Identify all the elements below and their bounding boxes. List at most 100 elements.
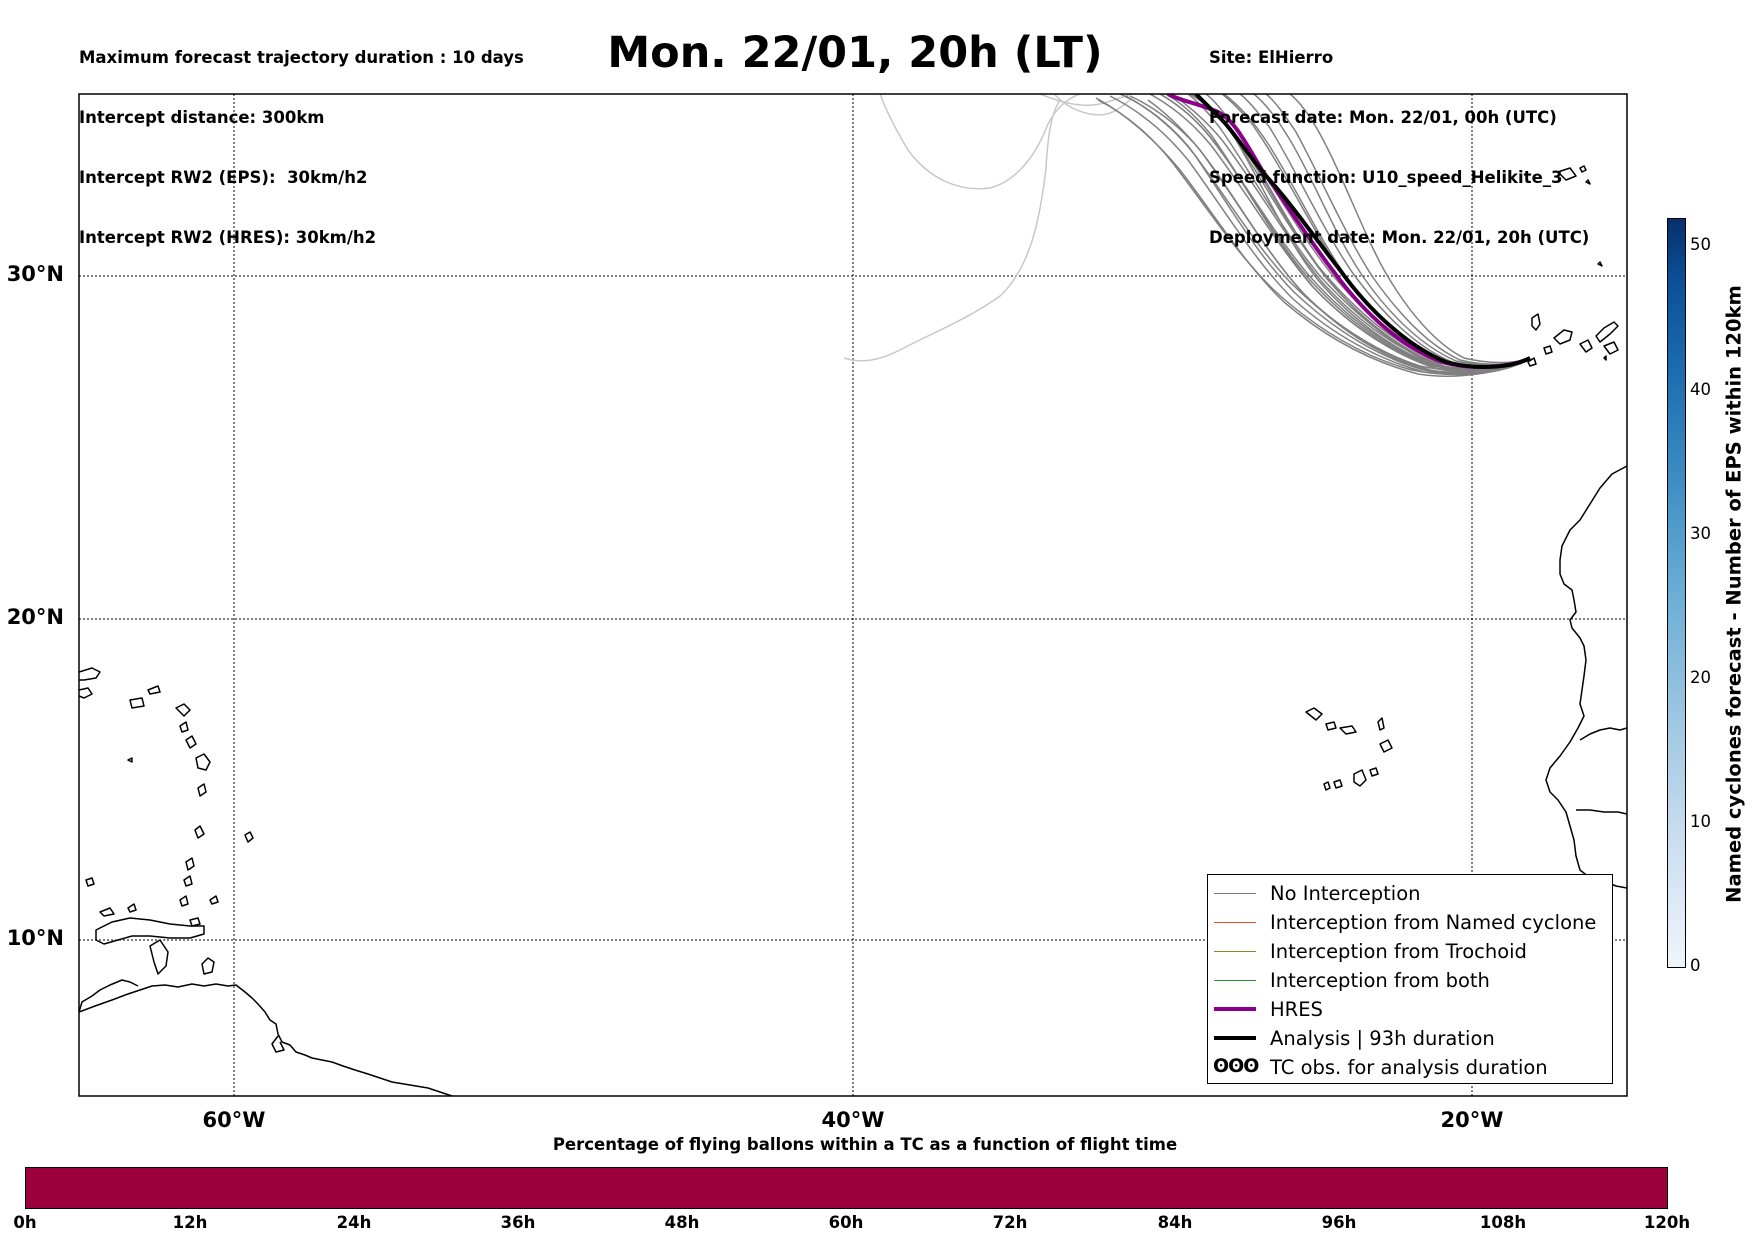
island-sao-nicolau	[1339, 725, 1357, 735]
island-virgin	[147, 685, 161, 695]
page-title: Mon. 22/01, 20h (LT)	[607, 28, 1103, 78]
island-st-vincent	[183, 875, 193, 887]
island-gomera	[1543, 345, 1553, 355]
map-frame	[78, 93, 1628, 1097]
island-martinique	[194, 825, 205, 839]
eps-trajectories	[1095, 94, 1531, 377]
flight-time-tick: 108h	[1479, 1213, 1527, 1232]
island-lanzarote	[1603, 341, 1619, 355]
island-porto-santo	[1579, 165, 1587, 173]
gridlines	[79, 94, 1627, 1096]
coastlines	[79, 165, 1627, 1096]
island-anguilla	[175, 703, 191, 717]
island-margarita	[189, 917, 201, 927]
colorbar-label: Named cyclones forecast - Number of EPS …	[1722, 285, 1746, 903]
island-sao-vicente	[1325, 721, 1337, 731]
flight-time-tick: 0h	[13, 1213, 37, 1232]
island-desertas	[1585, 179, 1591, 185]
tc-obs-symbol-icon: ʘʘʘ	[1213, 1055, 1259, 1077]
legend-entry-no-interception: No Interception	[1208, 879, 1612, 908]
eps-track	[1289, 94, 1531, 364]
island-el-hierro	[1527, 357, 1537, 367]
island-brava	[1323, 781, 1331, 791]
island-puerto-rico-east	[129, 697, 145, 709]
legend-swatch	[1214, 951, 1256, 952]
flight-time-tick: 36h	[500, 1213, 536, 1232]
island-tobago	[209, 895, 219, 905]
info-deployment-date: Deployment date: Mon. 22/01, 20h (UTC)	[1209, 228, 1590, 247]
coast-africa	[1545, 465, 1627, 889]
legend-entry-named-cyclone: Interception from Named cyclone	[1208, 908, 1612, 937]
island-st-lucia	[185, 857, 195, 871]
island-sal	[1377, 717, 1385, 731]
coast-orinoco	[271, 1035, 285, 1053]
island-puerto-rico	[79, 667, 101, 681]
island-los-roques	[85, 877, 95, 887]
legend-swatch	[1214, 1007, 1256, 1011]
legend-label: TC obs. for analysis duration	[1270, 1056, 1548, 1079]
island-santiago	[1353, 769, 1367, 787]
legend-entry-trochoid: Interception from Trochoid	[1208, 937, 1612, 966]
island-maio	[1369, 767, 1379, 777]
lat-label-10n: 10°N	[6, 926, 64, 950]
flight-time-tick: 48h	[664, 1213, 700, 1232]
colorbar-tick: 20	[1690, 668, 1711, 687]
legend-entry-both: Interception from both	[1208, 966, 1612, 995]
coast-maracaibo	[149, 939, 169, 975]
info-intercept-eps: Intercept RW2 (EPS): 30km/h2	[79, 168, 368, 187]
island-graciosa	[1603, 355, 1607, 361]
colorbar-tick: 30	[1690, 524, 1711, 543]
legend-label: Interception from both	[1270, 969, 1490, 992]
lon-label-40w: 40°W	[821, 1108, 885, 1132]
eps-track	[1097, 99, 1531, 375]
legend-label: Interception from Trochoid	[1270, 940, 1527, 963]
legend-swatch	[1214, 893, 1256, 894]
island-st-kitts	[179, 721, 189, 733]
eps-track	[1265, 94, 1531, 366]
legend-swatch	[1214, 980, 1256, 981]
lon-label-20w: 20°W	[1440, 1108, 1504, 1132]
flight-time-tick: 96h	[1321, 1213, 1357, 1232]
eps-faint-track-1	[843, 99, 1061, 362]
eps-faint-trajectories	[843, 94, 1133, 362]
legend-label: HRES	[1270, 998, 1323, 1021]
colorbar-tick: 50	[1690, 235, 1711, 254]
island-la-palma	[1531, 313, 1541, 331]
island-aruba	[99, 907, 115, 917]
analysis-trajectory	[1194, 94, 1531, 369]
coast-guajira	[79, 979, 139, 1013]
eps-track	[1147, 99, 1531, 376]
island-savage	[1597, 261, 1603, 267]
lon-label-60w: 60°W	[202, 1108, 266, 1132]
legend-label: No Interception	[1270, 882, 1421, 905]
legend-label: Interception from Named cyclone	[1270, 911, 1597, 934]
island-santo-antao	[1305, 707, 1323, 721]
eps-track	[1253, 94, 1531, 366]
lat-label-30n: 30°N	[6, 262, 64, 286]
coast-venezuela-north	[95, 917, 205, 945]
island-bonaire	[127, 903, 137, 913]
coast-guinea-bissau	[1576, 809, 1627, 815]
island-boa-vista	[1379, 739, 1393, 753]
island-dominica	[197, 783, 207, 797]
info-intercept-distance: Intercept distance: 300km	[79, 108, 325, 127]
legend-swatch	[1214, 1036, 1256, 1040]
island-fogo	[1333, 779, 1343, 789]
eps-track	[1125, 95, 1531, 374]
colorbar-tick: 40	[1690, 380, 1711, 399]
island-fuerteventura	[1595, 321, 1619, 343]
legend-entry-tc-obs: ʘʘʘ TC obs. for analysis duration	[1208, 1053, 1612, 1082]
lat-label-20n: 20°N	[6, 605, 64, 629]
flight-time-tick: 12h	[172, 1213, 208, 1232]
colorbar-tick: 10	[1690, 812, 1711, 831]
island-tenerife	[1553, 329, 1573, 345]
run-info-right: Site: ElHierro Forecast date: Mon. 22/01…	[1209, 8, 1589, 268]
flight-time-tick: 84h	[1157, 1213, 1193, 1232]
island-gran-canaria	[1579, 339, 1593, 353]
run-info-left: Maximum forecast trajectory duration : 1…	[79, 8, 524, 268]
info-speed-function: Speed function: U10_speed_Helikite_3	[1209, 168, 1563, 187]
legend: No Interception Interception from Named …	[1207, 874, 1613, 1084]
island-small-1	[127, 757, 133, 763]
flight-time-colorbar-title: Percentage of flying ballons within a TC…	[552, 1135, 1178, 1154]
